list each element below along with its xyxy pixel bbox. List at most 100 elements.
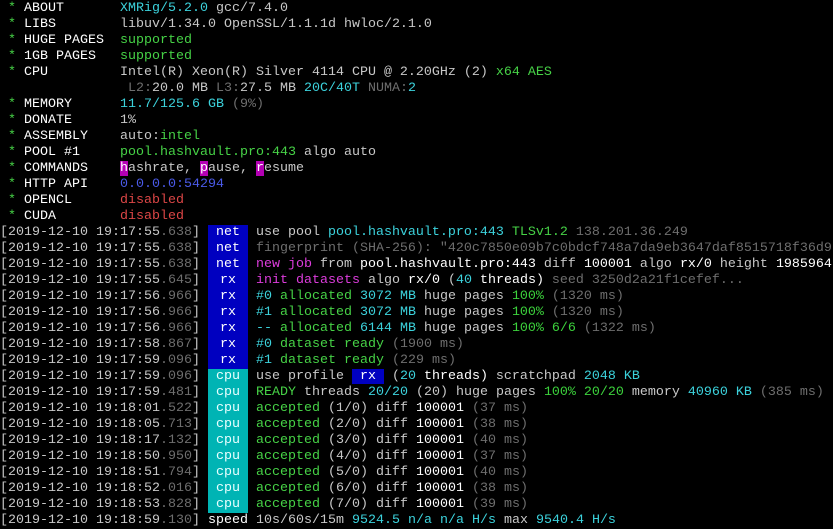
text-segment: [ [0, 465, 8, 480]
log-message: height [711, 257, 776, 272]
text-segment: [ [0, 273, 8, 288]
text-segment [248, 481, 256, 496]
tag-cpu: cpu [207, 481, 248, 497]
log-message: -- [255, 321, 272, 336]
timestamp: 2019-12-10 19:18:17 [8, 433, 160, 448]
header-value: r [255, 161, 264, 176]
text-segment: ] [191, 353, 208, 368]
timestamp-ms: .130 [159, 513, 192, 528]
header-value: 20.0 MB [152, 81, 216, 96]
log-message: 20 [399, 369, 416, 384]
header-value: (9%) [231, 97, 264, 112]
bullet-star-icon: * [8, 145, 16, 160]
header-value: 27.5 MB [240, 81, 304, 96]
log-message: dataset ready [271, 337, 384, 352]
log-message: pool.hashvault.pro:443 [359, 257, 536, 272]
text-segment: ] [191, 273, 208, 288]
header-line: * OPENCL disabled [0, 193, 833, 209]
timestamp: 2019-12-10 19:17:59 [8, 369, 160, 384]
header-value: 2 [408, 81, 416, 96]
header-label: LIBS [24, 17, 56, 32]
tag-cpu: cpu [207, 465, 248, 481]
log-message: diff [367, 497, 416, 512]
timestamp-ms: .713 [159, 417, 192, 432]
text-segment: [ [0, 401, 8, 416]
log-message: speed [207, 513, 248, 528]
tag-rx: rx [207, 321, 248, 337]
log-message: threads [295, 385, 368, 400]
log-message: 100% 20/20 [543, 385, 624, 400]
timestamp-ms: .867 [159, 337, 192, 352]
text-segment [248, 401, 256, 416]
text-segment [248, 225, 256, 240]
text-segment [0, 17, 8, 32]
text-segment: [ [0, 257, 8, 272]
header-label: POOL #1 [24, 145, 80, 160]
log-line: [2019-12-10 19:17:58.867] rx #0 dataset … [0, 337, 833, 353]
timestamp-ms: .966 [159, 289, 192, 304]
log-line: [2019-12-10 19:18:17.132] cpu accepted (… [0, 433, 833, 449]
text-segment [0, 113, 8, 128]
bullet-star-icon: * [8, 209, 16, 224]
log-message: 100% [511, 289, 544, 304]
header-value: intel [160, 129, 200, 144]
tag-cpu: cpu [207, 417, 248, 433]
header-value: L2: [128, 81, 152, 96]
text-segment: ] [191, 241, 208, 256]
header-value: p [199, 161, 208, 176]
log-message: ( [439, 273, 456, 288]
text-segment: [ [0, 481, 8, 496]
log-message: scratchpad [487, 369, 584, 384]
header-value: 20C/40T [304, 81, 368, 96]
header-value: algo auto [295, 145, 376, 160]
header-label: ASSEMBLY [24, 129, 88, 144]
log-message: 100% [511, 305, 544, 320]
text-segment: ] [191, 257, 208, 272]
log-message: diff [367, 417, 416, 432]
header-label: 1GB PAGES [24, 49, 96, 64]
header-value: disabled [120, 193, 184, 208]
header-line: L2:20.0 MB L3:27.5 MB 20C/40T NUMA:2 [0, 81, 833, 97]
bullet-star-icon: * [8, 1, 16, 16]
header-label: OPENCL [24, 193, 72, 208]
text-segment: ] [191, 337, 208, 352]
header-label: HUGE PAGES [24, 33, 104, 48]
log-message: 9540.4 H/s [535, 513, 616, 528]
timestamp-ms: .096 [159, 353, 192, 368]
log-line: [2019-12-10 19:18:53.828] cpu accepted (… [0, 497, 833, 513]
tag-net: net [207, 225, 248, 241]
header-value: ause, [207, 161, 256, 176]
log-message: algo [359, 273, 408, 288]
header-line: * COMMANDS hashrate, pause, resume [0, 161, 833, 177]
log-message: n/a n/a [399, 513, 464, 528]
log-message: accepted [255, 449, 320, 464]
text-segment [248, 289, 256, 304]
log-message: (7/0) [319, 497, 368, 512]
log-message: 10s/60s/15m [247, 513, 352, 528]
header-value: h [120, 161, 128, 176]
log-message: 40 [455, 273, 472, 288]
log-message: 3072 MB [359, 289, 416, 304]
timestamp: 2019-12-10 19:17:55 [8, 241, 160, 256]
header-value: gcc/7.4.0 [207, 1, 288, 16]
header-value: pool.hashvault.pro:443 [120, 145, 296, 160]
log-message: accepted [255, 465, 320, 480]
log-line: [2019-12-10 19:17:55.638] net fingerprin… [0, 241, 833, 257]
log-message: dataset ready [271, 353, 384, 368]
log-message: diff [367, 433, 416, 448]
log-line: [2019-12-10 19:18:05.713] cpu accepted (… [0, 417, 833, 433]
log-message: huge pages [447, 385, 544, 400]
text-segment [0, 193, 8, 208]
timestamp: 2019-12-10 19:17:56 [8, 289, 160, 304]
log-message: #0 [255, 337, 272, 352]
tag-rx: rx [207, 289, 248, 305]
text-segment: ] [191, 289, 208, 304]
header-line: * DONATE 1% [0, 113, 833, 129]
log-line: [2019-12-10 19:18:01.522] cpu accepted (… [0, 401, 833, 417]
header-line: * ABOUT XMRig/5.2.0 gcc/7.4.0 [0, 1, 833, 17]
log-line: [2019-12-10 19:17:55.638] net use pool p… [0, 225, 833, 241]
log-message: fingerprint (SHA-256): "420c7850e09b7c0b… [255, 241, 832, 256]
log-message: 9524.5 [351, 513, 400, 528]
log-message: threads) [415, 369, 488, 384]
